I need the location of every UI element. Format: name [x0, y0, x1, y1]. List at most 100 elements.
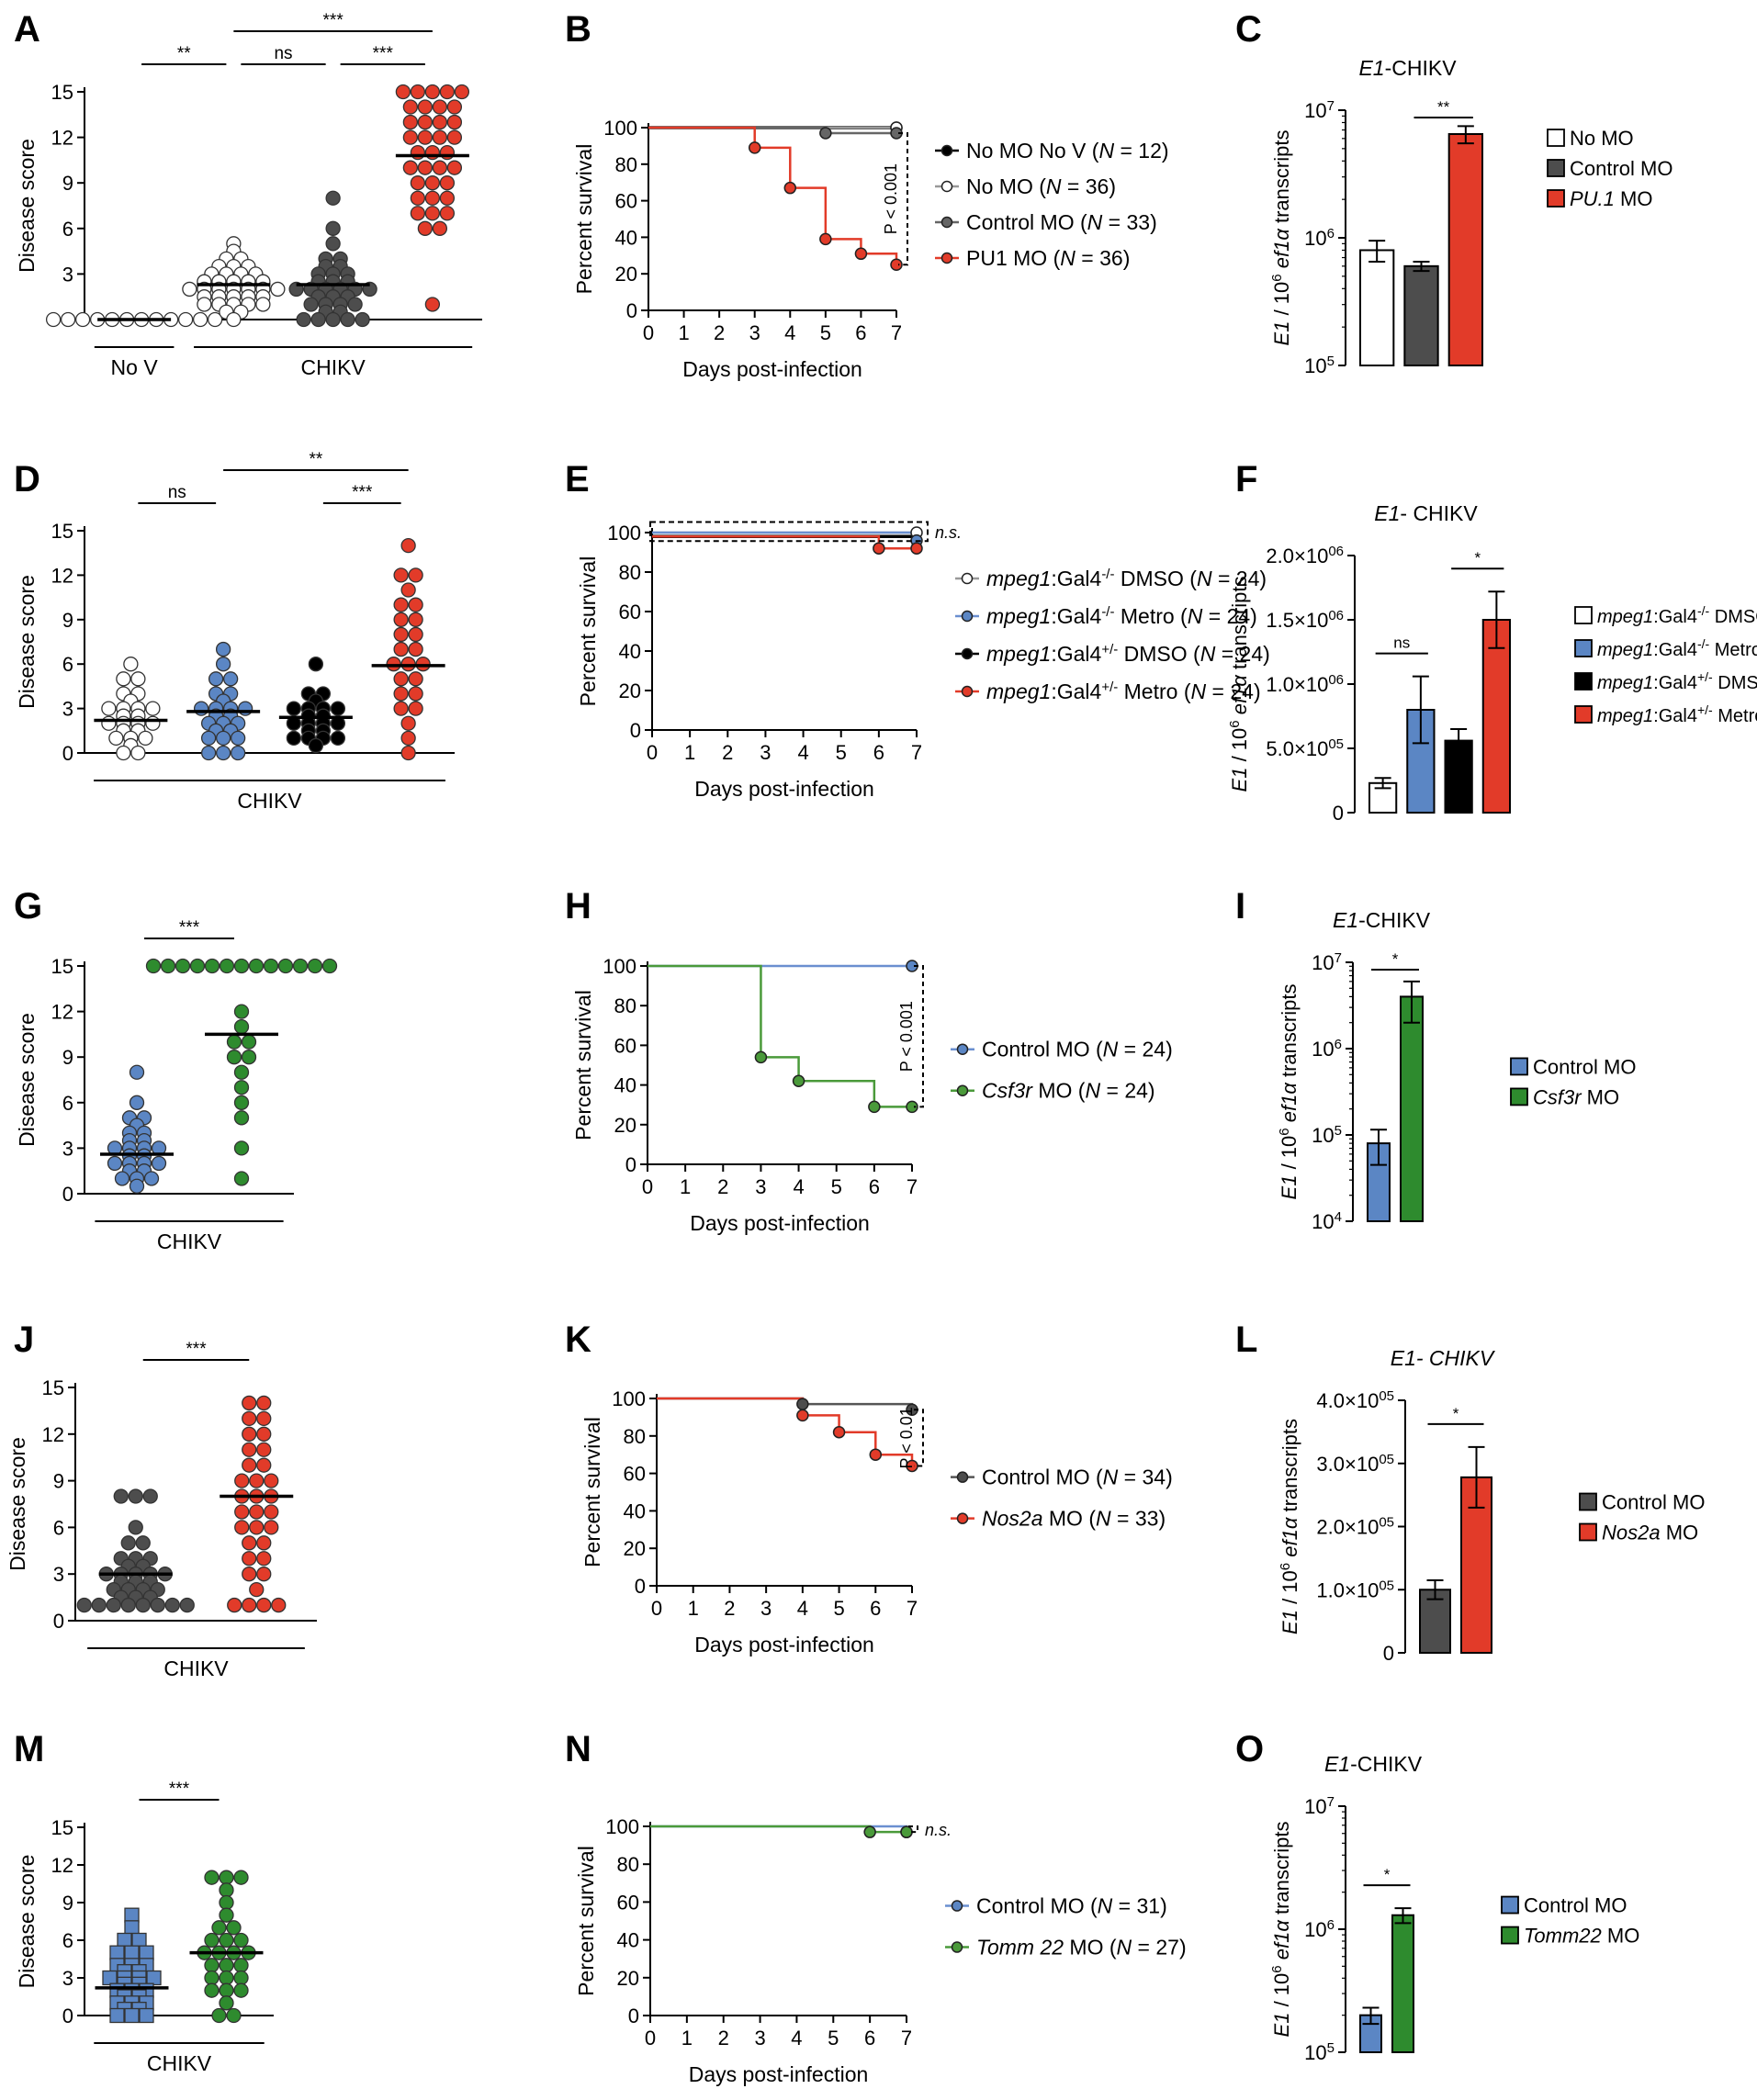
data-point — [325, 311, 341, 328]
y-tick-label: 9 — [62, 609, 73, 632]
legend-superscript: -/- — [1101, 567, 1114, 582]
group-label: CHIKV — [157, 1230, 222, 1253]
data-point — [219, 1982, 234, 1998]
data-point — [242, 1597, 257, 1613]
data-point — [204, 1932, 220, 1948]
data-point — [106, 1597, 121, 1613]
pvalue-bracket — [914, 1409, 924, 1467]
legend-treatment: DMSO — [1713, 673, 1757, 693]
legend-name-end: MO — [1032, 1079, 1072, 1103]
data-point — [439, 84, 456, 100]
legend-swatch — [1501, 1926, 1519, 1945]
legend-equals: = — [1212, 567, 1236, 590]
legend-marker — [940, 252, 953, 264]
legend-paren: ( — [1083, 1507, 1096, 1531]
y-tick-label: 0 — [62, 742, 73, 765]
data-point — [256, 1457, 272, 1473]
legend-gene-italic: Tomm22 — [1524, 1925, 1602, 1948]
y-tick-exponent: 05 — [1379, 1388, 1394, 1404]
legend-paren: ) — [1148, 1079, 1155, 1103]
data-point — [164, 1597, 180, 1613]
data-point — [233, 1982, 249, 1998]
legend-paren: ) — [1179, 1936, 1187, 1960]
x-tick-label: 3 — [754, 2027, 765, 2049]
y-tick-label: 15 — [51, 955, 73, 978]
x-tick-label: 2 — [717, 1175, 728, 1198]
y-tick-label: 0 — [630, 719, 641, 742]
legend-mo: MO — [1602, 1925, 1640, 1948]
y-tick-label: 107 — [1304, 98, 1335, 123]
legend-swatch — [1574, 606, 1593, 624]
legend-entry: No MO No V (N = 12) — [966, 139, 1169, 163]
legend-name: Control MO — [1602, 1491, 1705, 1514]
data-point — [408, 671, 423, 687]
legend-equals: = — [1118, 1466, 1142, 1489]
y-title-gene: ef1α — [1270, 228, 1293, 269]
series-point — [832, 1425, 846, 1439]
x-tick-label: 4 — [791, 2027, 802, 2049]
legend-gal4: :Gal4 — [1653, 706, 1697, 726]
y-tick-label: 80 — [614, 994, 636, 1017]
chart-title-rest: - CHIKV — [1400, 501, 1478, 525]
chart-title-italic: E1 — [1374, 501, 1400, 525]
legend-name-italic: Csf3r — [982, 1079, 1033, 1103]
data-point — [393, 671, 409, 687]
data-point — [128, 1488, 143, 1504]
series-point — [754, 1050, 768, 1064]
x-tick-label: 0 — [651, 1597, 662, 1620]
pvalue-label: n.s. — [935, 523, 962, 542]
legend-swatch — [1574, 705, 1593, 724]
y-tick-label: 106 — [1312, 1037, 1342, 1061]
y-axis-title: Disease score — [15, 1013, 39, 1147]
significance-label: * — [1474, 549, 1481, 567]
y-tick-label: 15 — [51, 520, 73, 543]
data-point — [233, 1018, 250, 1035]
y-tick-label: 0 — [635, 1575, 646, 1598]
data-point — [256, 1426, 272, 1442]
data-point — [446, 129, 463, 145]
legend-gene-italic: Csf3r — [1533, 1085, 1582, 1108]
legend-name-rest: :Gal4 — [1051, 567, 1101, 590]
legend-paren: ( — [1090, 1038, 1103, 1061]
data-point — [242, 1551, 257, 1567]
data-point — [45, 311, 62, 328]
data-point — [226, 1034, 242, 1050]
legend-superscript: +/- — [1101, 642, 1118, 657]
data-point — [432, 220, 448, 236]
data-point — [182, 281, 197, 298]
data-point — [207, 311, 223, 328]
data-point — [410, 190, 426, 206]
legend-equals: = — [1215, 642, 1239, 666]
panel-letter-d: D — [14, 459, 40, 500]
series-line — [648, 126, 898, 265]
legend-entry: PU.1 MO — [1570, 187, 1652, 210]
x-tick-label: 5 — [828, 2027, 839, 2049]
x-axis-title: Days post-infection — [690, 1211, 870, 1235]
y-tick-exponent: 6 — [1327, 1917, 1335, 1933]
chart-e: 0 20 40 60 80 100 0 1 2 3 4 5 6 7 Days post-infection P… — [576, 521, 1270, 801]
data-point — [249, 1504, 265, 1520]
data-point — [241, 1034, 257, 1050]
legend-paren: ( — [1075, 210, 1087, 234]
legend-treatment: Metro — [1709, 640, 1757, 660]
legend-name: PU1 MO — [966, 246, 1047, 270]
y-tick-label: 12 — [51, 1854, 73, 1877]
data-point — [310, 311, 326, 328]
data-point — [241, 1050, 257, 1065]
x-axis-title: Days post-infection — [694, 1633, 874, 1656]
data-point — [138, 730, 153, 747]
chart-title-italic: E1 — [1358, 56, 1384, 80]
data-point — [215, 745, 231, 761]
legend-n-symbol: N — [1200, 642, 1216, 666]
legend-name-italic: mpeg1 — [986, 679, 1051, 703]
data-point — [417, 129, 434, 145]
data-point — [393, 686, 409, 702]
legend-n-value: 24 — [1240, 642, 1264, 666]
chart-g: 0 3 6 9 12 15 Disease score *** CHIKV — [15, 918, 338, 1253]
y-title-e1: E1 — [1278, 1175, 1301, 1200]
legend-n-value: 31 — [1137, 1894, 1161, 1918]
y-tick-label: 40 — [617, 1929, 639, 1952]
data-point — [143, 1171, 160, 1186]
legend-equals: = — [1202, 604, 1226, 628]
